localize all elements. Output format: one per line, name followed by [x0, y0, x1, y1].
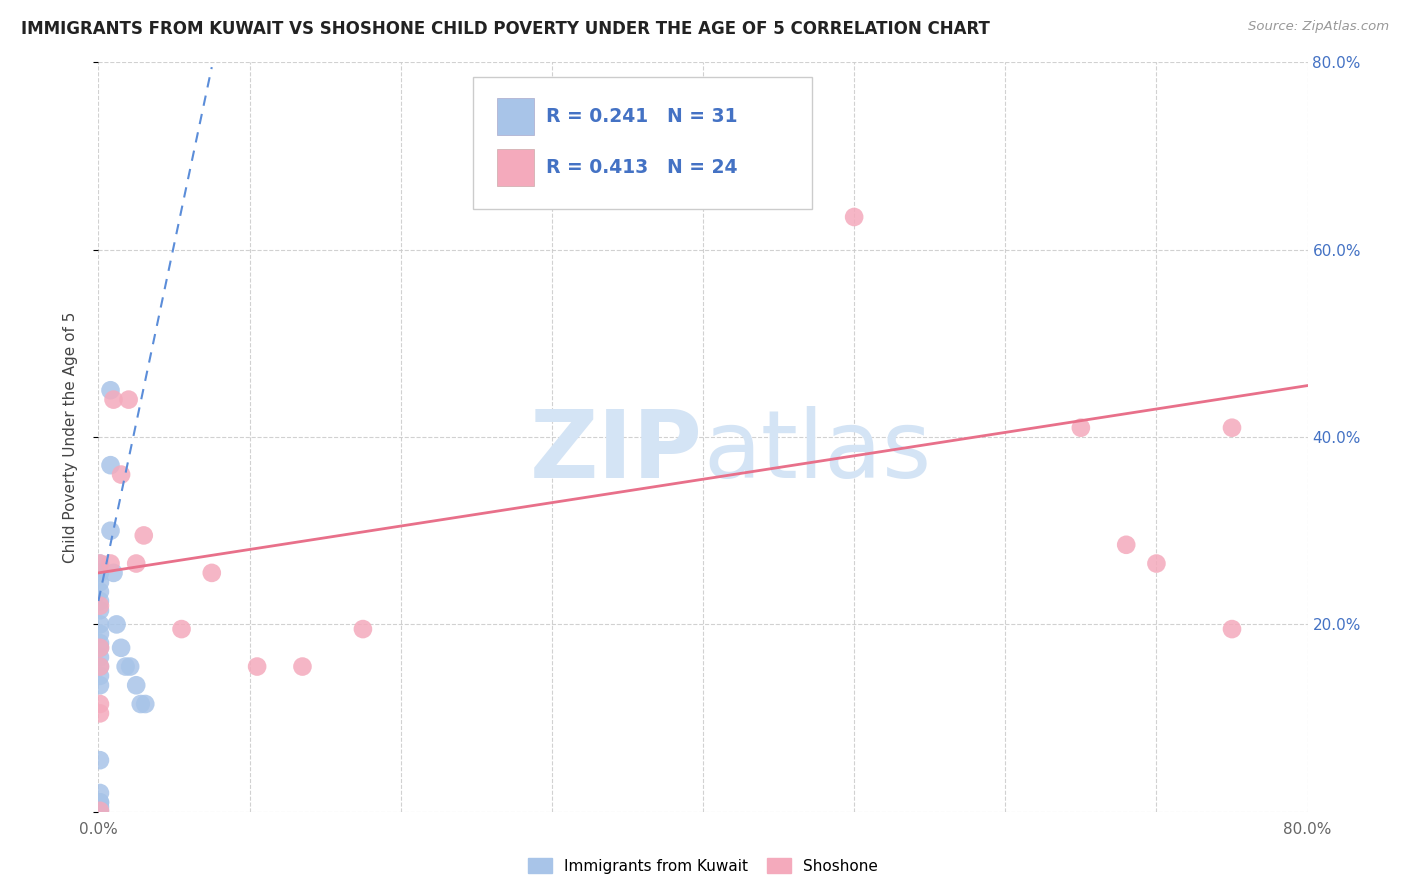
Immigrants from Kuwait [134, 697, 156, 711]
Shoshone [89, 599, 111, 613]
Immigrants from Kuwait [89, 594, 111, 608]
Shoshone [1220, 421, 1243, 435]
Shoshone [170, 622, 193, 636]
Immigrants from Kuwait [89, 557, 111, 571]
FancyBboxPatch shape [474, 78, 811, 209]
Shoshone [89, 697, 111, 711]
Shoshone [1070, 421, 1092, 435]
Y-axis label: Child Poverty Under the Age of 5: Child Poverty Under the Age of 5 [63, 311, 77, 563]
Shoshone [118, 392, 141, 407]
Text: R = 0.413: R = 0.413 [546, 158, 648, 177]
Immigrants from Kuwait [100, 458, 122, 473]
Immigrants from Kuwait [89, 575, 111, 590]
Shoshone [291, 659, 314, 673]
Immigrants from Kuwait [89, 796, 111, 810]
Immigrants from Kuwait [114, 659, 136, 673]
Text: N = 24: N = 24 [666, 158, 737, 177]
Immigrants from Kuwait [89, 626, 111, 640]
Shoshone [132, 528, 155, 542]
Text: Source: ZipAtlas.com: Source: ZipAtlas.com [1249, 20, 1389, 33]
Immigrants from Kuwait [125, 678, 148, 692]
Shoshone [103, 392, 125, 407]
Shoshone [110, 467, 132, 482]
Shoshone [89, 557, 111, 571]
Immigrants from Kuwait [89, 650, 111, 665]
Immigrants from Kuwait [120, 659, 142, 673]
Immigrants from Kuwait [129, 697, 152, 711]
Immigrants from Kuwait [89, 804, 111, 818]
Shoshone [100, 557, 122, 571]
Immigrants from Kuwait [89, 566, 111, 580]
Text: IMMIGRANTS FROM KUWAIT VS SHOSHONE CHILD POVERTY UNDER THE AGE OF 5 CORRELATION : IMMIGRANTS FROM KUWAIT VS SHOSHONE CHILD… [21, 20, 990, 37]
Immigrants from Kuwait [89, 640, 111, 655]
Immigrants from Kuwait [89, 796, 111, 810]
Text: atlas: atlas [703, 406, 931, 498]
Shoshone [89, 659, 111, 673]
Shoshone [1144, 557, 1167, 571]
Shoshone [1220, 622, 1243, 636]
Immigrants from Kuwait [89, 603, 111, 617]
Shoshone [201, 566, 224, 580]
Immigrants from Kuwait [89, 636, 111, 650]
Shoshone [246, 659, 269, 673]
Shoshone [352, 622, 374, 636]
Text: N = 31: N = 31 [666, 107, 737, 126]
Immigrants from Kuwait [89, 669, 111, 683]
Text: ZIP: ZIP [530, 406, 703, 498]
Immigrants from Kuwait [89, 678, 111, 692]
FancyBboxPatch shape [498, 149, 534, 186]
Shoshone [844, 210, 866, 224]
Immigrants from Kuwait [89, 800, 111, 814]
Immigrants from Kuwait [100, 384, 122, 398]
Immigrants from Kuwait [89, 786, 111, 800]
FancyBboxPatch shape [498, 97, 534, 135]
Immigrants from Kuwait [100, 524, 122, 538]
Immigrants from Kuwait [89, 617, 111, 632]
Shoshone [89, 706, 111, 721]
Immigrants from Kuwait [103, 566, 125, 580]
Immigrants from Kuwait [89, 659, 111, 673]
Immigrants from Kuwait [89, 753, 111, 767]
Immigrants from Kuwait [89, 584, 111, 599]
Text: R = 0.241: R = 0.241 [546, 107, 648, 126]
Shoshone [1115, 538, 1137, 552]
Immigrants from Kuwait [105, 617, 128, 632]
Immigrants from Kuwait [110, 640, 132, 655]
Shoshone [89, 804, 111, 818]
Shoshone [89, 640, 111, 655]
Shoshone [125, 557, 148, 571]
Legend: Immigrants from Kuwait, Shoshone: Immigrants from Kuwait, Shoshone [522, 852, 884, 880]
